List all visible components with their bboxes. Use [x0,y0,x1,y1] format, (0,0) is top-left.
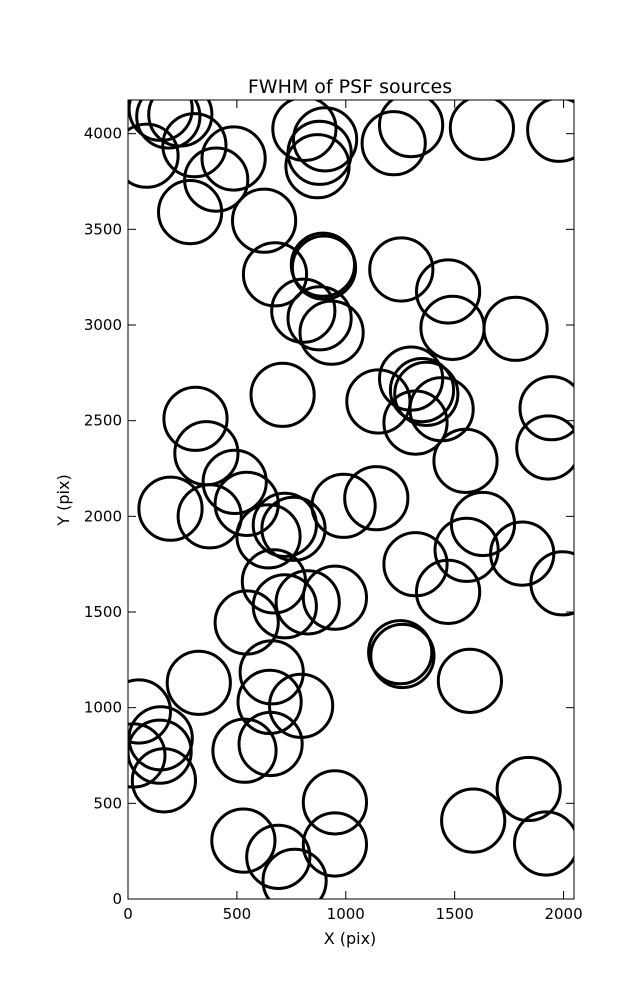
psf-source-circle [274,569,341,636]
psf-source-circle [343,465,410,532]
psf-source-circle [241,241,309,308]
psf-source-circle [213,470,280,537]
psf-source-circle [128,678,172,745]
psf-source-circle [432,427,499,494]
chart-title: FWHM of PSF sources [248,76,452,98]
psf-source-circle [173,420,240,487]
highlighted-source-circle [183,146,250,213]
psf-source-circle [261,847,328,899]
psf-source-circle [495,755,562,823]
psf-source-circle [128,718,193,785]
y-tick-label: 2000 [84,507,122,525]
psf-source-circle [360,110,427,177]
psf-source-circle [270,277,337,344]
psf-source-circle [211,717,278,784]
psf-source-circle [251,573,318,640]
psf-source-circle [482,295,549,362]
psf-source-circle [436,647,503,715]
psf-source-circle [301,769,368,836]
psf-source-circle [231,187,298,254]
psf-source-circle [162,385,229,452]
psf-source-circle [271,100,338,162]
x-tick-label: 0 [123,905,133,923]
y-tick-label: 2500 [84,412,122,430]
plot-area [128,100,574,899]
psf-source-circle [489,520,556,587]
psf-source-circle [388,357,456,424]
psf-source-circle [200,125,267,192]
axes: 0 500 1000 1500 2000 0 500 1000 1500 2000 2500 3000… [84,100,583,923]
psf-source-circle [301,564,368,631]
psf-source-circle [251,491,318,559]
psf-source-circle [513,810,574,877]
psf-source-circle [235,503,302,570]
psf-source-circle [137,475,204,542]
psf-source-circle [128,122,180,189]
x-axis-label: X (pix) [324,929,377,948]
psf-source-circle [518,375,574,442]
psf-source-circle [415,558,482,626]
psf-source-circle [368,236,435,303]
psf-source-circle [210,807,277,874]
psf-source-circle [260,495,327,562]
psf-source-circle [419,294,486,361]
psf-source-circle [135,100,202,150]
plot-frame [127,99,575,900]
x-tick-label: 500 [223,905,252,923]
psf-source-circle [367,619,434,686]
psf-source-circle [369,622,436,690]
psf-source-circle [130,747,197,814]
psf-source-circle [165,649,232,716]
psf-source-circle [393,360,460,427]
psf-source-circle [238,639,305,706]
y-tick-label: 0 [112,890,122,908]
y-tick-label: 1000 [84,699,122,717]
y-tick-label: 4000 [84,125,122,143]
psf-source-circle [378,100,445,159]
x-tick-label: 1500 [436,905,474,923]
psf-source-circle [515,414,574,481]
psf-source-circle [292,106,359,173]
psf-source-circle [237,710,304,778]
psf-source-circle [301,811,368,878]
x-tick-label: 1000 [327,905,365,923]
psf-source-circle [526,100,574,163]
psf-source-circle [290,234,358,301]
y-tick-label: 1500 [84,603,122,621]
y-tick-label: 500 [93,794,122,812]
psf-source-circle [245,823,312,891]
psf-source-circle [440,787,507,854]
psf-source-circle [415,258,482,325]
psf-source-circle [147,100,214,148]
psf-source-circle [249,361,316,428]
psf-source-circle [298,299,365,366]
psf-source-circle [286,285,353,352]
y-axis-label: Y (pix) [54,474,73,526]
psf-source-circle [433,516,500,583]
psf-source-circle [161,112,228,179]
x-tick-label: 2000 [544,905,582,923]
psf-source-circle [310,472,377,539]
psf-source-circle [529,550,574,617]
y-tick-label: 3000 [84,316,122,334]
psf-source-circle [213,589,280,656]
psf-source-circle [284,133,351,200]
psf-source-circle [448,100,515,161]
psf-source-circle [201,448,268,515]
psf-source-circle [240,548,307,615]
psf-source-circle [176,483,243,550]
psf-source-circle [382,389,449,456]
y-tick-label: 3500 [84,220,122,238]
